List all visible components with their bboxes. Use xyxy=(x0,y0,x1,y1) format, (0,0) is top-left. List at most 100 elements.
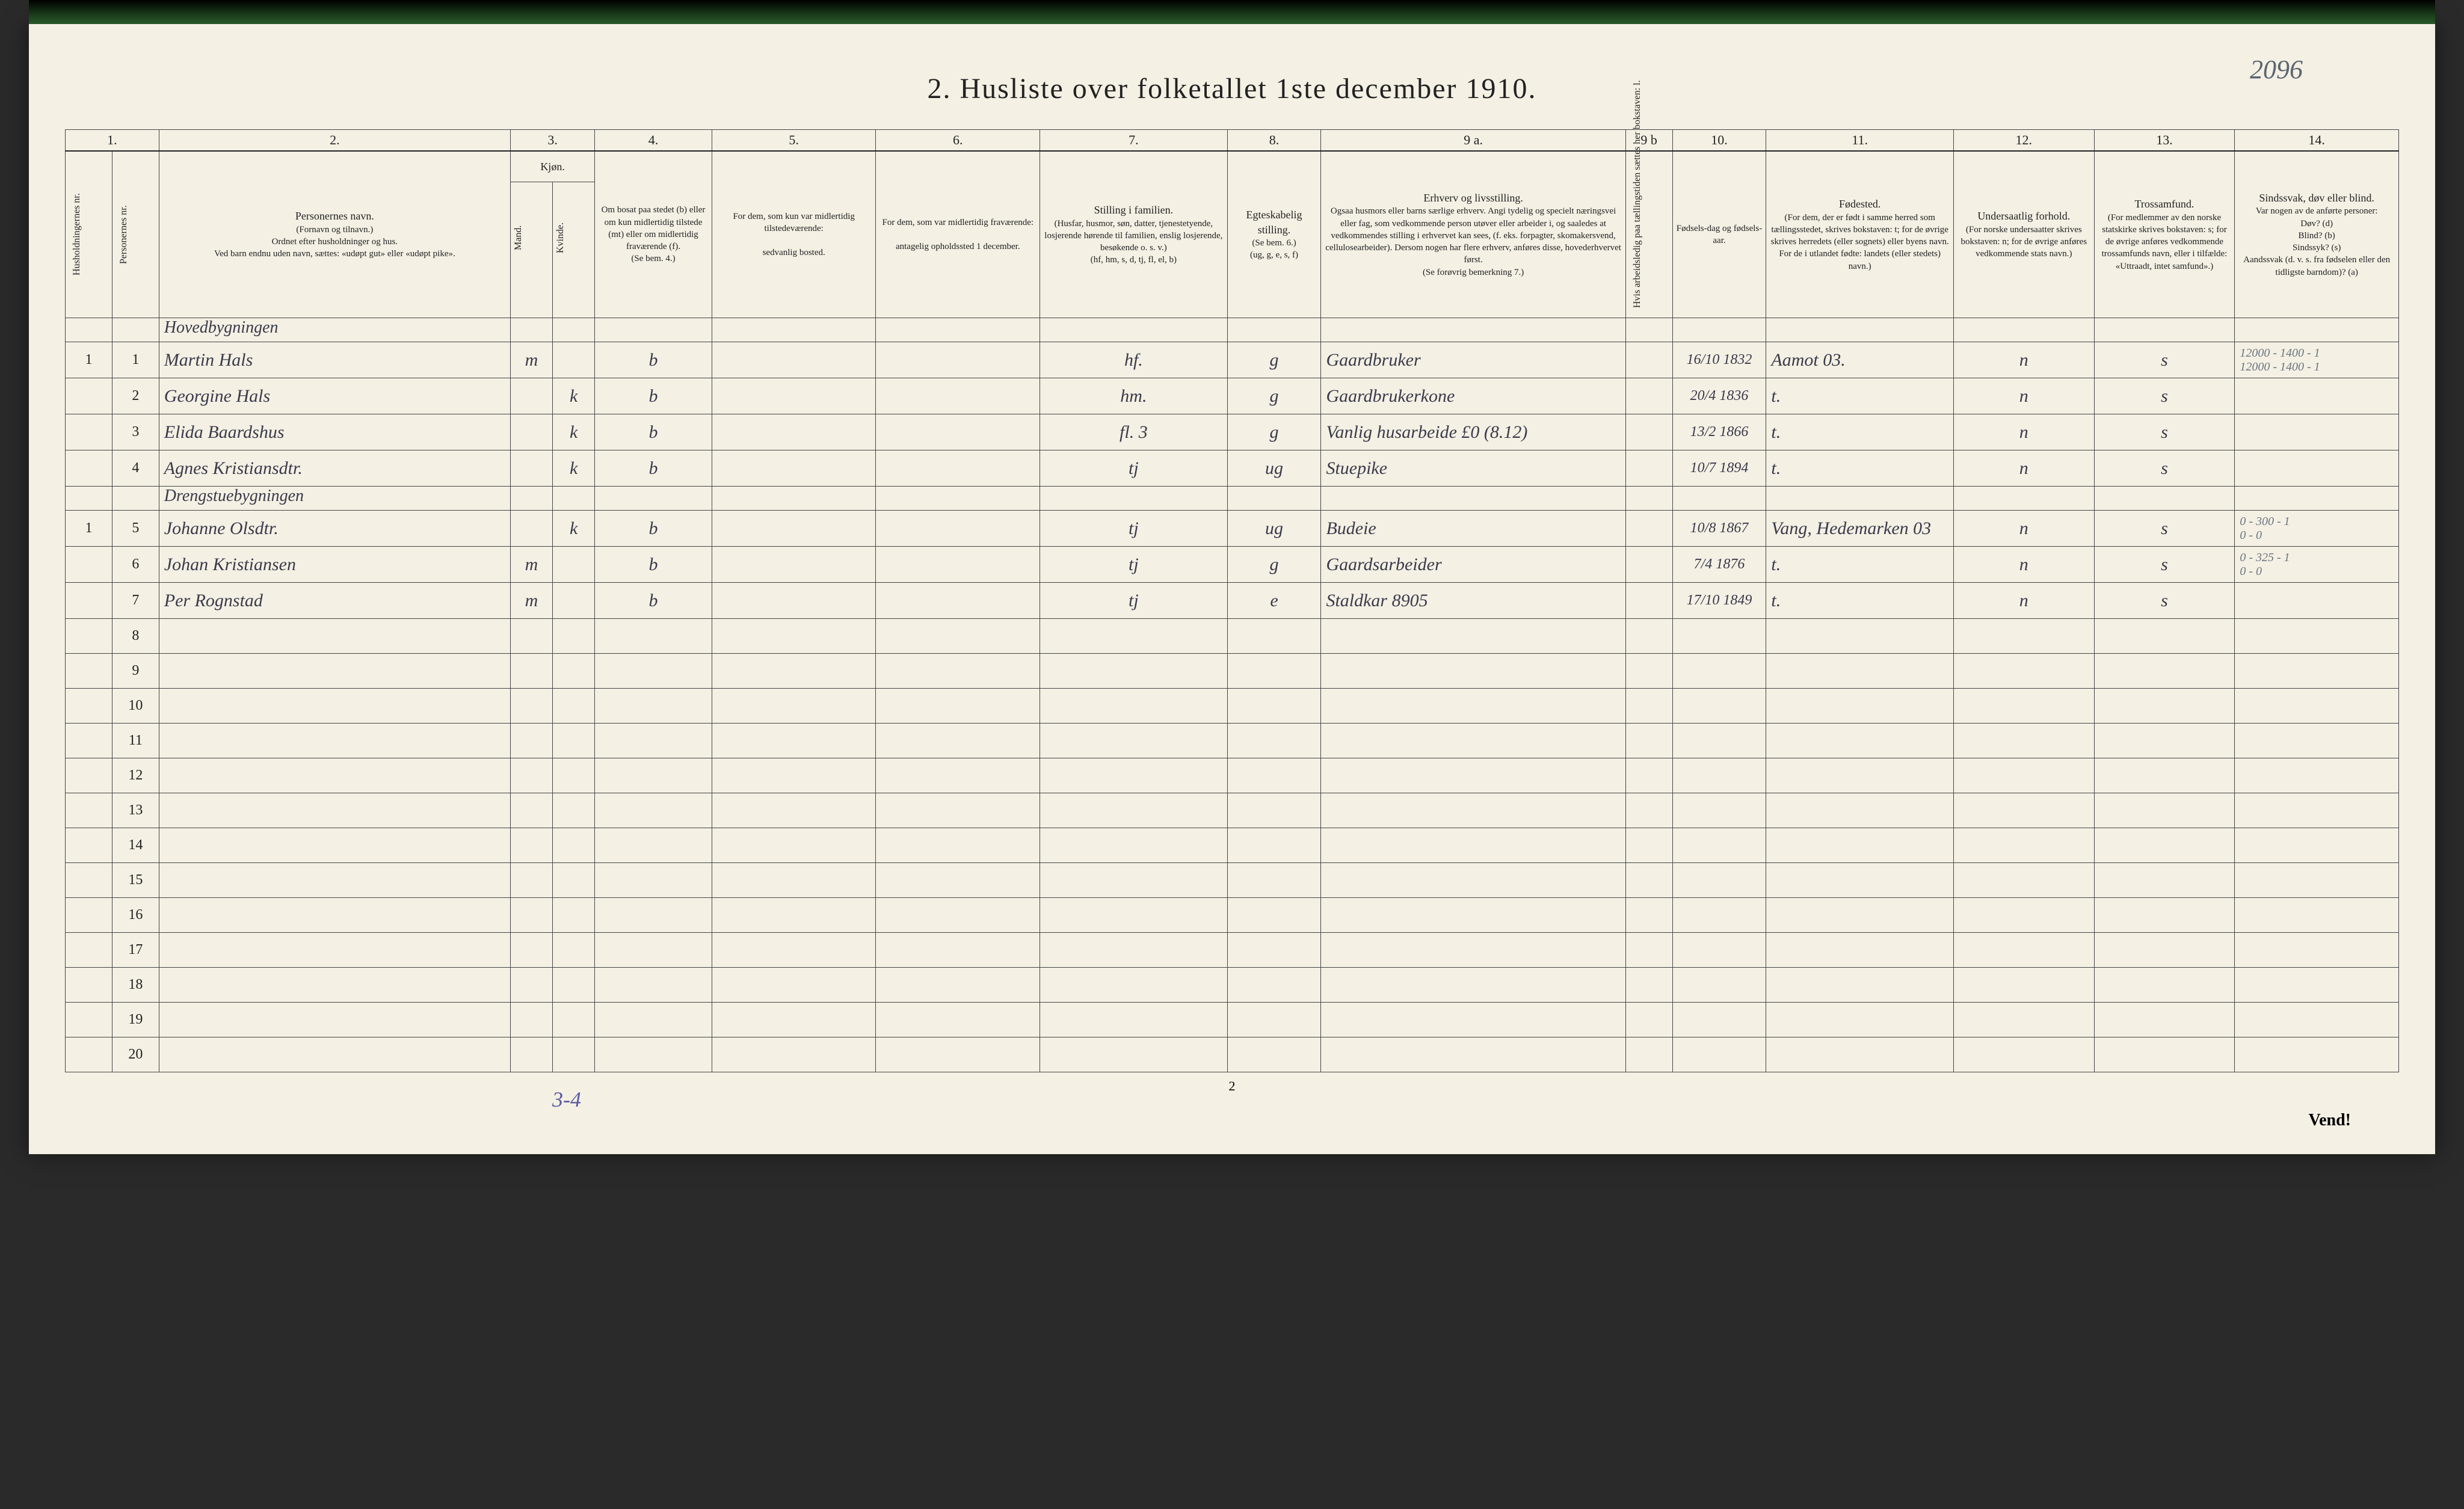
cell-kjon-m xyxy=(510,414,552,450)
table-row-empty: 9 xyxy=(66,654,2399,689)
hdr-bosat: Om bosat paa stedet (b) eller om kun mid… xyxy=(595,151,712,318)
cell-bosat: b xyxy=(595,450,712,487)
table-row: 15Johanne Olsdtr.kbtjugBudeie10/8 1867Va… xyxy=(66,511,2399,547)
census-page: 2096 2. Husliste over folketallet 1ste d… xyxy=(29,24,2435,1154)
cell-tilstede xyxy=(712,547,876,583)
colnum-1: 1. xyxy=(66,130,159,152)
table-row: 7Per RognstadmbtjeStaldkar 890517/10 184… xyxy=(66,583,2399,619)
cell-hus-nr xyxy=(66,933,112,968)
pencil-note-bottom-left: 3-4 xyxy=(552,1087,581,1112)
table-row: 4Agnes Kristiansdtr.kbtjugStuepike10/7 1… xyxy=(66,450,2399,487)
cell-hus-nr xyxy=(66,654,112,689)
vend-label: Vend! xyxy=(2308,1111,2351,1130)
hdr-sindssvak-title: Sindssvak, døv eller blind. xyxy=(2238,191,2395,205)
cell-pers-nr: 14 xyxy=(112,828,159,863)
cell-egteskab: e xyxy=(1227,583,1321,619)
cell-erhverv: Staldkar 8905 xyxy=(1321,583,1625,619)
cell-fravaer xyxy=(876,511,1040,547)
cell-familie: fl. 3 xyxy=(1040,414,1228,450)
section-drengstuebygningen-label: Drengstuebygningen xyxy=(159,487,510,511)
cell-hus-nr xyxy=(66,414,112,450)
cell-kjon-m: m xyxy=(510,342,552,378)
cell-sindssvak: 0 - 300 - 1 0 - 0 xyxy=(2235,511,2399,547)
table-row-empty: 10 xyxy=(66,689,2399,724)
table-row-empty: 14 xyxy=(66,828,2399,863)
cell-hus-nr xyxy=(66,793,112,828)
cell-kjon-m: m xyxy=(510,547,552,583)
cell-fodsel: 7/4 1876 xyxy=(1672,547,1766,583)
cell-familie: tj xyxy=(1040,547,1228,583)
cell-name: Johan Kristiansen xyxy=(159,547,510,583)
hdr-familie-sub: (Husfar, husmor, søn, datter, tjenestety… xyxy=(1044,218,1224,266)
cell-fravaer xyxy=(876,378,1040,414)
table-row-empty: 15 xyxy=(66,863,2399,898)
hdr-trossamfund-sub: (For medlemmer av den norske statskirke … xyxy=(2098,212,2231,272)
cell-erhverv: Vanlig husarbeide £0 (8.12) xyxy=(1321,414,1625,450)
section-hovedbygningen: Hovedbygningen xyxy=(66,318,2399,342)
cell-trossamfund: s xyxy=(2094,414,2235,450)
cell-hus-nr xyxy=(66,450,112,487)
cell-fodested: t. xyxy=(1766,378,1954,414)
colnum-5: 5. xyxy=(712,130,876,152)
colnum-8: 8. xyxy=(1227,130,1321,152)
hdr-familie-title: Stilling i familien. xyxy=(1044,203,1224,217)
cell-familie: tj xyxy=(1040,450,1228,487)
hdr-egteskab: Egteskabelig stilling. (Se bem. 6.) (ug,… xyxy=(1227,151,1321,318)
cell-name: Per Rognstad xyxy=(159,583,510,619)
hdr-kjon: Kjøn. xyxy=(510,151,594,182)
colnum-14: 14. xyxy=(2235,130,2399,152)
colnum-7: 7. xyxy=(1040,130,1228,152)
scanner-top-bar xyxy=(29,0,2435,24)
cell-pers-nr: 7 xyxy=(112,583,159,619)
cell-hus-nr xyxy=(66,724,112,758)
cell-trossamfund: s xyxy=(2094,342,2235,378)
cell-arbeidsledig xyxy=(1625,511,1672,547)
table-row: 6Johan KristiansenmbtjgGaardsarbeider7/4… xyxy=(66,547,2399,583)
cell-tilstede xyxy=(712,450,876,487)
cell-tilstede xyxy=(712,378,876,414)
cell-hus-nr xyxy=(66,863,112,898)
hdr-mand: Mand. xyxy=(510,182,552,318)
cell-bosat: b xyxy=(595,342,712,378)
hdr-erhverv-sub: Ogsaa husmors eller barns særlige erhver… xyxy=(1325,205,1621,278)
hdr-undersaat: Undersaatlig forhold. (For norske unders… xyxy=(1953,151,2094,318)
cell-fodested: Aamot 03. xyxy=(1766,342,1954,378)
cell-undersaat: n xyxy=(1953,378,2094,414)
cell-pers-nr: 2 xyxy=(112,378,159,414)
cell-kjon-m xyxy=(510,511,552,547)
cell-pers-nr: 4 xyxy=(112,450,159,487)
hdr-navn-sub: (Fornavn og tilnavn.) Ordnet efter husho… xyxy=(163,224,507,260)
hdr-mand-label: Mand. xyxy=(512,183,525,292)
cell-hus-nr xyxy=(66,898,112,933)
hdr-kvinde: Kvinde. xyxy=(553,182,595,318)
section-drengstuebygningen: Drengstuebygningen xyxy=(66,487,2399,511)
cell-fravaer xyxy=(876,414,1040,450)
bottom-page-number: 2 xyxy=(65,1078,2399,1094)
cell-undersaat: n xyxy=(1953,547,2094,583)
cell-hus-nr: 1 xyxy=(66,342,112,378)
cell-pers-nr: 11 xyxy=(112,724,159,758)
cell-hus-nr xyxy=(66,689,112,724)
cell-undersaat: n xyxy=(1953,414,2094,450)
cell-egteskab: g xyxy=(1227,342,1321,378)
hdr-navn: Personernes navn. (Fornavn og tilnavn.) … xyxy=(159,151,510,318)
hdr-egteskab-sub: (Se bem. 6.) (ug, g, e, s, f) xyxy=(1231,237,1317,262)
empty-rows-body: 891011121314151617181920 xyxy=(66,619,2399,1072)
cell-erhverv: Gaardbruker xyxy=(1321,342,1625,378)
table-row-empty: 19 xyxy=(66,1003,2399,1037)
table-row-empty: 11 xyxy=(66,724,2399,758)
cell-fodsel: 10/8 1867 xyxy=(1672,511,1766,547)
hdr-undersaat-sub: (For norske undersaatter skrives bokstav… xyxy=(1957,224,2090,260)
cell-egteskab: ug xyxy=(1227,450,1321,487)
table-row-empty: 18 xyxy=(66,968,2399,1003)
table-row: 3Elida Baardshuskbfl. 3gVanlig husarbeid… xyxy=(66,414,2399,450)
cell-fravaer xyxy=(876,342,1040,378)
cell-fodsel: 17/10 1849 xyxy=(1672,583,1766,619)
hdr-erhverv: Erhverv og livsstilling. Ogsaa husmors e… xyxy=(1321,151,1625,318)
cell-bosat: b xyxy=(595,378,712,414)
cell-egteskab: g xyxy=(1227,414,1321,450)
cell-pers-nr: 15 xyxy=(112,863,159,898)
cell-pers-nr: 5 xyxy=(112,511,159,547)
cell-arbeidsledig xyxy=(1625,583,1672,619)
section-hovedbygningen-label: Hovedbygningen xyxy=(159,318,510,342)
